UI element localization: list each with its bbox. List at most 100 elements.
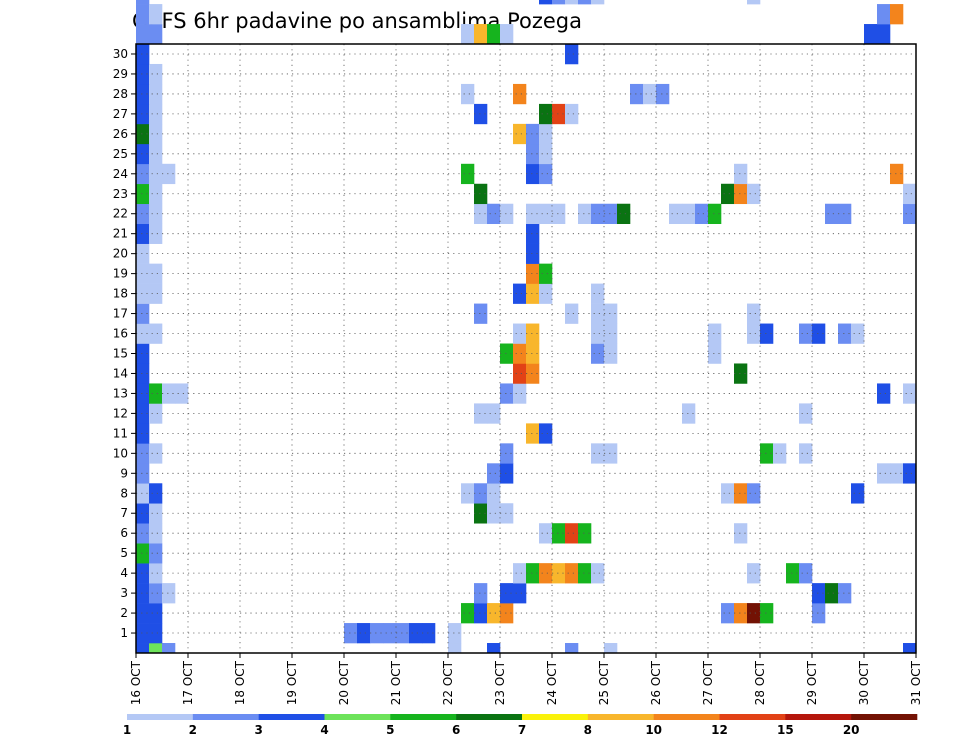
x-tick-label: 23 OCT [493, 660, 507, 705]
heat-cell [877, 24, 891, 45]
x-tick-label: 16 OCT [129, 660, 143, 705]
x-tick-label: 20 OCT [337, 660, 351, 705]
heat-cell [786, 563, 800, 584]
heat-cell [422, 623, 436, 644]
heat-cell [747, 183, 761, 205]
heat-cell [682, 203, 696, 225]
x-tick-label: 28 OCT [753, 660, 767, 705]
heat-cell [461, 163, 475, 185]
legend-label: 4 [320, 723, 328, 737]
legend-label: 8 [584, 723, 592, 737]
heat-cell [578, 563, 592, 584]
heat-cell [565, 0, 579, 5]
heat-cell [474, 183, 488, 205]
heat-cell [136, 4, 150, 25]
heat-cell [890, 463, 904, 484]
heat-cell [578, 203, 592, 225]
heat-cell [591, 0, 605, 5]
heat-cell [513, 343, 527, 364]
x-tick-label: 30 OCT [857, 660, 871, 705]
x-tick-label: 27 OCT [701, 660, 715, 705]
heat-cell [734, 183, 748, 205]
y-tick-label: 29 [113, 67, 128, 81]
x-tick-label: 26 OCT [649, 660, 663, 705]
heat-cell [136, 183, 150, 205]
heat-cell [474, 103, 488, 125]
heat-cell [149, 383, 163, 404]
y-tick-label: 30 [113, 47, 128, 61]
heat-cell [149, 563, 163, 584]
heat-cell [695, 203, 709, 225]
y-tick-label: 7 [120, 506, 128, 520]
y-tick-label: 17 [113, 307, 128, 321]
heat-cell [721, 183, 735, 205]
heat-cell [539, 203, 553, 225]
heat-cell [136, 543, 150, 564]
heat-cell [513, 83, 527, 105]
heat-cell [136, 24, 150, 45]
heat-cell [149, 523, 163, 544]
y-tick-label: 12 [113, 406, 128, 420]
heat-cell [487, 503, 501, 524]
heat-cell [851, 323, 865, 344]
y-tick-label: 24 [113, 167, 128, 181]
heat-cell [149, 643, 163, 654]
heat-cell [474, 503, 488, 524]
heat-cell [513, 323, 527, 344]
heat-cell [578, 0, 592, 5]
x-tick-label: 24 OCT [545, 660, 559, 705]
heat-cell [825, 583, 839, 604]
heat-cell [500, 383, 514, 404]
heat-cell [149, 323, 163, 344]
heat-cell [526, 363, 540, 384]
heat-cell [734, 363, 748, 384]
heat-cell [864, 24, 878, 45]
heat-cell [136, 303, 150, 324]
heat-cell [474, 483, 488, 504]
legend-label: 1 [123, 723, 131, 737]
heat-cell [591, 343, 605, 364]
heat-cell [604, 203, 618, 225]
heat-cell [526, 123, 540, 145]
heat-cell [136, 503, 150, 524]
heat-cell [149, 403, 163, 424]
heat-cell [136, 243, 150, 264]
heat-cell [487, 24, 501, 45]
heat-cell [591, 283, 605, 304]
heat-cell [149, 583, 163, 604]
heat-cell [838, 323, 852, 344]
heat-cell [799, 403, 813, 424]
y-tick-label: 19 [113, 267, 128, 281]
heat-cell [487, 483, 501, 504]
heat-cell [409, 623, 423, 644]
heat-cell [799, 443, 813, 464]
heat-cell [656, 83, 670, 105]
heat-cell [747, 603, 761, 624]
heat-cell [643, 83, 657, 105]
heat-cell [162, 643, 176, 654]
heat-cell [552, 103, 566, 125]
x-tick-label: 19 OCT [285, 660, 299, 705]
heat-cell [890, 163, 904, 185]
heat-cell [812, 583, 826, 604]
heat-cell [734, 483, 748, 504]
y-tick-label: 9 [120, 466, 128, 480]
heat-cell [565, 303, 579, 324]
heat-cell [552, 203, 566, 225]
heat-cell [175, 383, 189, 404]
heat-cell [604, 643, 618, 654]
heat-cell [513, 383, 527, 404]
heat-cell [149, 443, 163, 464]
heat-cell [474, 583, 488, 604]
legend-swatch [785, 714, 852, 720]
heat-cell [500, 603, 514, 624]
heat-cell [149, 183, 163, 205]
heat-cell [487, 403, 501, 424]
heat-cell [136, 643, 150, 654]
heat-cell [708, 203, 722, 225]
heat-cell [591, 323, 605, 344]
legend-label: 12 [711, 723, 728, 737]
heat-cell [526, 203, 540, 225]
heat-cell [526, 223, 540, 244]
